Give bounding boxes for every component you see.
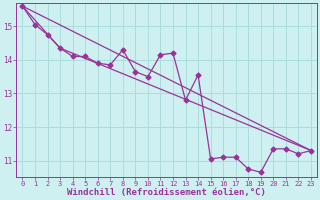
X-axis label: Windchill (Refroidissement éolien,°C): Windchill (Refroidissement éolien,°C) (67, 188, 266, 197)
